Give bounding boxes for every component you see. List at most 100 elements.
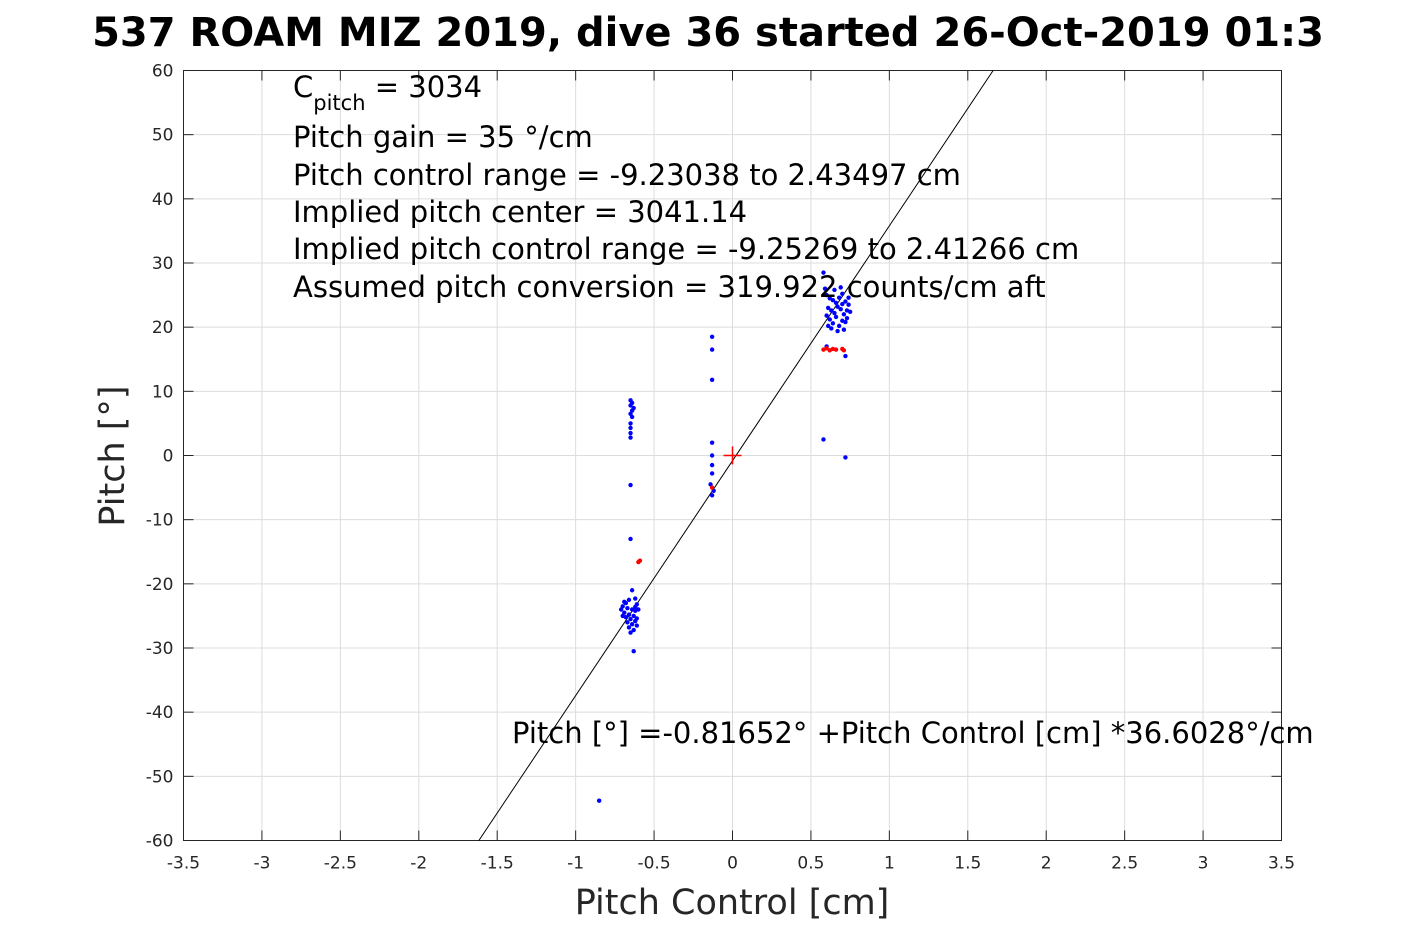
data-point [634,616,640,621]
implied-range-annotation: Implied pitch control range = -9.25269 t… [293,232,1079,266]
data-point [628,425,633,431]
data-point [625,620,630,625]
data-point [821,437,826,442]
data-point [827,317,832,322]
data-point [709,485,715,490]
x-tick-label: 0.5 [797,854,824,874]
data-point [631,613,636,619]
pitch-gain-annotation: Pitch gain = 35 °/cm [293,120,593,154]
center-marker [723,446,742,465]
x-tick-label: -1 [567,854,584,874]
y-tick-label: 50 [152,126,174,146]
data-point [628,403,633,408]
data-point [838,307,843,312]
y-tick-label: 60 [152,62,174,82]
data-point [637,558,643,563]
data-points [596,270,853,803]
y-tick-label: 10 [152,382,174,402]
x-tick-label: -2 [410,854,427,874]
x-tick-label: -0.5 [637,854,670,874]
data-point [822,286,828,291]
plot-content [478,70,994,841]
data-point [631,649,636,654]
x-tick-label: 3.5 [1268,854,1295,874]
y-tick-label: 20 [152,318,174,338]
data-point [626,597,632,603]
data-point [841,348,847,353]
y-axis-label: Pitch [°] [93,385,133,526]
data-point [840,291,845,296]
data-point [825,323,831,329]
x-tick-label: 1 [884,854,895,874]
data-point [633,604,638,610]
data-point [709,453,715,458]
data-point [628,430,633,436]
y-tick-label: -60 [146,832,174,852]
data-point [628,421,633,426]
data-point [836,295,842,300]
data-point [846,295,851,300]
data-point [596,798,602,803]
data-point [709,334,715,339]
data-point [843,455,848,460]
y-tick-label: -10 [146,511,174,531]
y-tick-label: 40 [152,190,174,210]
data-point [628,536,633,542]
data-point [840,301,845,307]
implied-center-annotation: Implied pitch center = 3041.14 [293,195,747,229]
pitch-control-range-annotation: Pitch control range = -9.23038 to 2.4349… [293,158,961,192]
y-tick-label: 30 [152,254,174,274]
y-tick-label: -50 [146,767,174,787]
data-point [843,319,848,325]
data-point [843,299,848,304]
x-axis-label: Pitch Control [cm] [575,883,890,923]
x-tick-label: -3 [253,854,270,874]
data-point [709,377,715,382]
fit-equation-annotation: Pitch [°] =-0.81652° +Pitch Control [cm]… [512,716,1314,750]
y-tick-label: -40 [146,703,174,723]
data-point [833,300,839,305]
data-point [825,305,831,311]
data-point [709,440,715,445]
data-point [838,285,843,290]
data-point [830,298,836,303]
data-point [626,612,632,617]
data-point [844,315,850,321]
data-point [633,596,638,601]
x-tick-label: 3 [1198,854,1209,874]
data-point [832,287,837,293]
x-tick-label: -3.5 [167,854,200,874]
axis-ticks [183,70,1282,841]
data-point [628,616,633,622]
data-point [841,327,847,332]
data-point [833,314,839,320]
data-point [709,493,715,498]
data-point [829,326,834,331]
data-point [824,313,829,318]
cpitch-main: C [293,70,313,104]
x-tick-label: 1.5 [954,854,981,874]
data-point [830,321,836,326]
data-point [636,607,641,612]
data-point [841,312,847,317]
cpitch-value: = 3034 [366,70,483,104]
data-point [709,462,715,468]
data-point [846,302,851,307]
data-point [833,347,839,352]
data-point [620,613,625,619]
data-point [629,588,635,593]
data-point [821,270,826,275]
assumed-conversion-annotation: Assumed pitch conversion = 319.922 count… [293,270,1046,304]
y-tick-labels: 60 50 40 30 20 10 0 -10 -20 -30 -40 -50 -60 [146,62,174,852]
data-point [835,328,840,334]
data-point [843,353,848,359]
data-point [631,627,636,633]
data-point [629,414,635,420]
data-point [629,622,635,627]
data-point [835,304,840,309]
data-point [836,323,842,329]
data-point [625,606,630,611]
x-tick-label: -1.5 [481,854,514,874]
x-tick-label: -2.5 [324,854,357,874]
